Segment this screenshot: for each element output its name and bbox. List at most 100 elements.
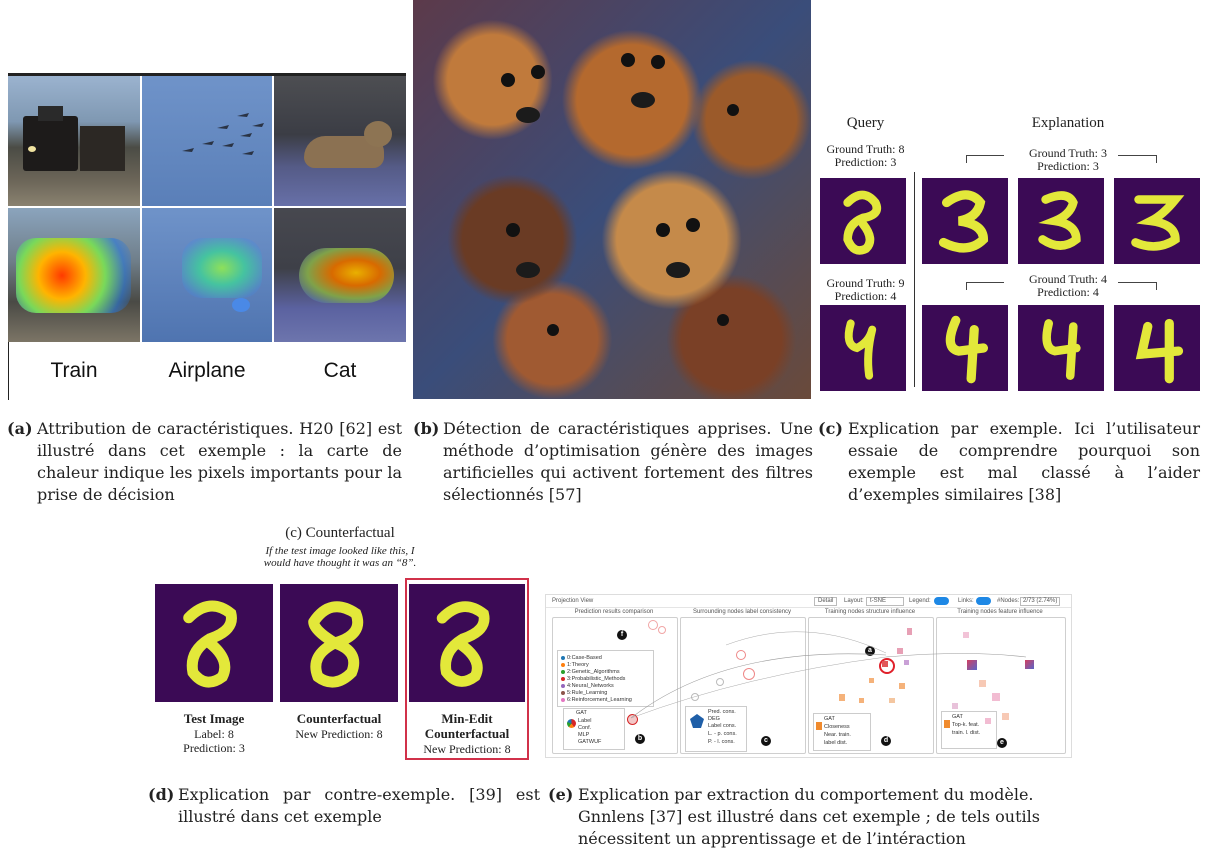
legend-dot-icon	[561, 683, 565, 688]
box-c-line-3: Label cons.	[708, 723, 737, 729]
query-digit-8	[820, 178, 906, 264]
caption-c-text: Explication par exemple. Ici l’utilisate…	[848, 419, 1200, 504]
section-title-2: Surrounding nodes label consistency	[692, 609, 792, 615]
col-label-train: Train	[50, 359, 98, 382]
caption-b: (b) Détection de caractéristiques appris…	[413, 418, 813, 508]
feature-influence-panel[interactable]: GAT Top-k. feat. train. l. dist. e	[936, 617, 1066, 754]
section-title-4: Training nodes feature influence	[957, 609, 1043, 615]
legend-label: 4:Neural_Networks	[567, 682, 614, 689]
links-label: Links:	[958, 598, 974, 604]
legend-label: 2:Genetic_Algorithms	[567, 668, 620, 675]
expl-digit-3c	[1114, 178, 1200, 264]
feature-visualization-image	[413, 0, 811, 399]
legend-label: 1:Theory	[567, 661, 589, 668]
caption-a: (a) Attribution de caractéristiques. H20…	[7, 418, 402, 508]
detail-button[interactable]: Detail	[814, 597, 838, 606]
query-digit-9	[820, 305, 906, 391]
nodes-label: #Nodes:	[997, 598, 1020, 604]
legend-dot-icon	[561, 676, 565, 681]
box-b-line-3: Conf.	[578, 725, 592, 731]
box-b-line-5: GATWUF	[578, 739, 602, 745]
caption-b-label: (b)	[413, 419, 440, 438]
caption-e-text: Explication par extraction du comporteme…	[578, 785, 1040, 848]
row2-expl-pred: Prediction: 4	[1037, 285, 1099, 299]
panel-a: Train Airplane Cat	[8, 73, 406, 400]
explanation-title: Explanation	[1031, 115, 1105, 131]
box-b-line-4: MLP	[578, 732, 590, 738]
expl-digit-3a	[922, 178, 1008, 264]
train-image	[8, 76, 140, 206]
legend-dot-icon	[561, 690, 565, 695]
min-edit-digit	[409, 584, 525, 702]
min-edit-frame	[405, 578, 529, 760]
box-c-line-2: DEG	[708, 716, 720, 722]
box-d-line-4: label dist.	[824, 740, 848, 746]
legend-label: 6:Reinforcement_Learning	[567, 696, 632, 703]
panel-c: Query Explanation Ground Truth: 8 Predic…	[818, 110, 1200, 392]
legend-dot-icon	[561, 669, 565, 674]
label-consistency-panel[interactable]: Pred. cons. DEG Label cons. L. - p. cons…	[680, 617, 806, 754]
counterfactual-title: (c) Counterfactual	[285, 525, 395, 541]
legend-dot-icon	[561, 662, 565, 667]
row1-expl-gt: Ground Truth: 3	[1028, 146, 1108, 160]
links-toggle[interactable]	[976, 597, 991, 605]
legend-item: 5:Rule_Learning	[561, 689, 607, 696]
cat-image	[274, 76, 406, 206]
marker-a: a	[865, 646, 875, 656]
expl-digit-4a	[922, 305, 1008, 391]
caption-e-label: (e)	[548, 785, 574, 804]
legend-item: 0:Case-Based	[561, 654, 602, 661]
caption-d-text: Explication par contre-exemple. [39] est…	[178, 785, 540, 826]
expl-digit-4c	[1114, 305, 1200, 391]
caption-d: (d) Explication par contre-exemple. [39]…	[148, 784, 540, 834]
caption-d-label: (d)	[148, 785, 175, 804]
min-edit-prediction: New Prediction: 8	[423, 742, 511, 756]
legend-item: 3:Probabilistic_Methods	[561, 675, 625, 682]
marker-c: c	[761, 736, 771, 746]
counterfactual-subtitle-2: would have thought it was an “8”.	[263, 557, 417, 569]
legend-label: Legend:	[909, 598, 931, 604]
box-c-line-1: Pred. cons.	[708, 709, 736, 715]
train-heatmap	[8, 208, 140, 342]
legend-label: 5:Rule_Learning	[567, 689, 608, 696]
panel-d: (c) Counterfactual If the test image loo…	[150, 525, 530, 765]
legend-item: 6:Reinforcement_Learning	[561, 696, 632, 703]
col-label-airplane: Airplane	[168, 359, 246, 382]
class-legend: 0:Case-Based 1:Theory 2:Genetic_Algorithms…	[557, 650, 654, 707]
box-b: GAT Label Conf. MLP GATWUF	[563, 708, 625, 750]
row1-expl-pred: Prediction: 3	[1037, 159, 1099, 173]
legend-item: 4:Neural_Networks	[561, 682, 614, 689]
marker-d: d	[881, 736, 891, 746]
layout-select[interactable]: t-SNE	[866, 597, 904, 606]
caption-c-label: (c)	[818, 419, 843, 438]
row2-query-pred: Prediction: 4	[834, 289, 897, 303]
row1-query-pred: Prediction: 3	[834, 155, 897, 169]
link-curves	[630, 631, 1027, 719]
counterfactual-subtitle-1: If the test image looked like this, I	[265, 545, 415, 557]
row2-query-gt: Ground Truth: 9	[826, 276, 905, 290]
layout-label: Layout:	[844, 598, 864, 604]
airplane-heatmap	[142, 208, 272, 342]
test-image-prediction: Prediction: 3	[183, 741, 245, 755]
box-d-line-3: Near. train.	[824, 732, 851, 738]
counterfactual-item-title: Counterfactual	[296, 711, 382, 726]
box-e-line-1: GAT	[952, 714, 963, 720]
box-c-line-5: P. - l. cons.	[708, 739, 735, 745]
caption-c: (c) Explication par exemple. Ici l’utili…	[818, 418, 1200, 508]
min-edit-title-1: Min-Edit	[441, 711, 493, 726]
prediction-comparison-panel[interactable]: 0:Case-Based 1:Theory 2:Genetic_Algorithms…	[552, 617, 678, 754]
box-e-line-2: Top-k. feat.	[952, 722, 980, 728]
legend-item: 2:Genetic_Algorithms	[561, 668, 620, 675]
marker-b: b	[635, 734, 645, 744]
row1-query-gt: Ground Truth: 8	[826, 142, 905, 156]
gnnlens-projection-view: Projection View Detail Layout: t-SNE Leg…	[545, 594, 1072, 758]
structure-influence-panel[interactable]: a GAT Closeness Near. train. label dist.…	[808, 617, 934, 754]
counterfactual-item-prediction: New Prediction: 8	[295, 727, 383, 741]
legend-toggle[interactable]	[934, 597, 949, 605]
projection-view-title: Projection View	[552, 598, 594, 604]
query-title: Query	[846, 115, 885, 131]
test-image-digit	[155, 584, 273, 702]
legend-dot-icon	[561, 655, 565, 660]
box-b-line-2: Label	[578, 718, 592, 724]
panel-a-left-border	[8, 342, 9, 400]
